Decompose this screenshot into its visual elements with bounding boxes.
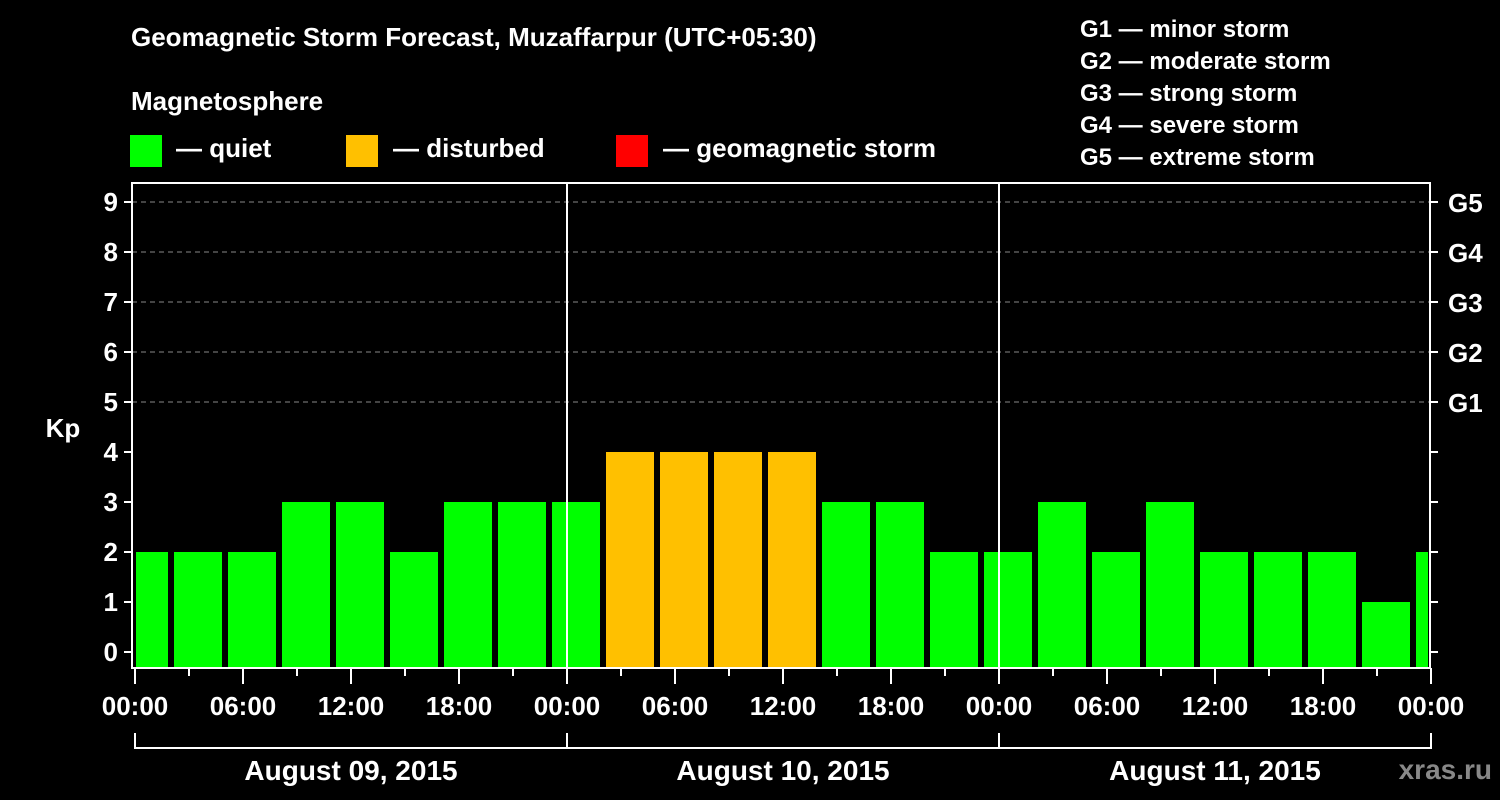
x-tick-label: 18:00 — [858, 691, 925, 721]
kp-bar — [552, 502, 600, 668]
legend-label-storm: — geomagnetic storm — [663, 133, 937, 163]
g-level-label: G5 — [1448, 188, 1483, 218]
g-scale-legend: G1 — minor storm G2 — moderate storm G3 … — [1080, 14, 1331, 174]
g-level-label: G4 — [1448, 238, 1483, 268]
legend-swatch-disturbed — [346, 135, 378, 167]
g-scale-item: G5 — extreme storm — [1080, 144, 1315, 171]
y-tick-label: 4 — [104, 437, 119, 467]
axis-labels: 0 1 2 3 4 5 6 7 8 9 G1 G2 G3 G4 G5 Kp 00:00 06:00 12:00 18:… — [46, 187, 1484, 786]
gridlines — [132, 201, 1430, 403]
kp-bar — [606, 452, 654, 668]
legend-label-disturbed: — disturbed — [393, 133, 545, 163]
kp-bar — [136, 552, 168, 668]
x-tick-label: 12:00 — [318, 691, 385, 721]
y-tick-label: 9 — [104, 187, 118, 217]
legend-swatch-storm — [616, 135, 648, 167]
g-scale-item: G1 — minor storm — [1080, 16, 1290, 43]
kp-bar — [768, 452, 816, 668]
kp-bar — [174, 552, 222, 668]
legend-label-quiet: — quiet — [176, 133, 272, 163]
x-tick-label: 18:00 — [1290, 691, 1357, 721]
kp-bar — [660, 452, 708, 668]
y-tick-label: 0 — [104, 637, 118, 667]
x-tick-label: 00:00 — [102, 691, 169, 721]
kp-bar — [228, 552, 276, 668]
kp-bar — [1308, 552, 1356, 668]
kp-bar — [1038, 502, 1086, 668]
kp-bar — [1416, 552, 1428, 668]
y-tick-label: 5 — [104, 387, 118, 417]
kp-bar — [1146, 502, 1194, 668]
bars — [136, 452, 1428, 668]
chart-title: Geomagnetic Storm Forecast, Muzaffarpur … — [131, 22, 817, 52]
y-axis-label: Kp — [46, 413, 81, 443]
x-tick-label: 12:00 — [750, 691, 817, 721]
kp-bar — [1200, 552, 1248, 668]
g-scale-item: G2 — moderate storm — [1080, 48, 1331, 75]
x-tick-label: 00:00 — [534, 691, 601, 721]
day-label: August 11, 2015 — [1109, 755, 1321, 786]
y-tick-label: 8 — [104, 237, 118, 267]
kp-bar — [444, 502, 492, 668]
x-tick-label: 18:00 — [426, 691, 493, 721]
g-level-label: G3 — [1448, 288, 1483, 318]
axes — [124, 182, 1438, 749]
kp-bar — [1362, 602, 1410, 668]
x-tick-label: 12:00 — [1182, 691, 1249, 721]
y-tick-label: 3 — [104, 487, 118, 517]
day-label: August 10, 2015 — [676, 755, 889, 786]
g-scale-item: G3 — strong storm — [1080, 80, 1298, 107]
g-level-label: G2 — [1448, 338, 1483, 368]
kp-bar — [930, 552, 978, 668]
plot-frame — [131, 182, 1431, 669]
kp-bar — [1254, 552, 1302, 668]
legend-heading: Magnetosphere — [131, 86, 324, 116]
watermark: xras.ru — [1398, 754, 1492, 785]
y-tick-label: 1 — [104, 587, 118, 617]
x-tick-label: 06:00 — [210, 691, 277, 721]
kp-bar — [498, 502, 546, 668]
kp-bar — [282, 502, 330, 668]
x-tick-label: 00:00 — [966, 691, 1033, 721]
g-scale-item: G4 — severe storm — [1080, 112, 1299, 139]
g-level-label: G1 — [1448, 388, 1483, 418]
day-label: August 09, 2015 — [244, 755, 457, 786]
legend-swatch-quiet — [130, 135, 162, 167]
x-tick-label: 06:00 — [642, 691, 709, 721]
kp-bar — [876, 502, 924, 668]
y-tick-label: 7 — [104, 287, 118, 317]
kp-bar — [822, 502, 870, 668]
y-tick-label: 2 — [104, 537, 118, 567]
x-tick-label: 00:00 — [1398, 691, 1465, 721]
kp-bar — [984, 552, 1032, 668]
kp-bar — [336, 502, 384, 668]
x-tick-label: 06:00 — [1074, 691, 1141, 721]
kp-bar — [390, 552, 438, 668]
kp-bar — [714, 452, 762, 668]
y-tick-label: 6 — [104, 337, 118, 367]
kp-bar — [1092, 552, 1140, 668]
